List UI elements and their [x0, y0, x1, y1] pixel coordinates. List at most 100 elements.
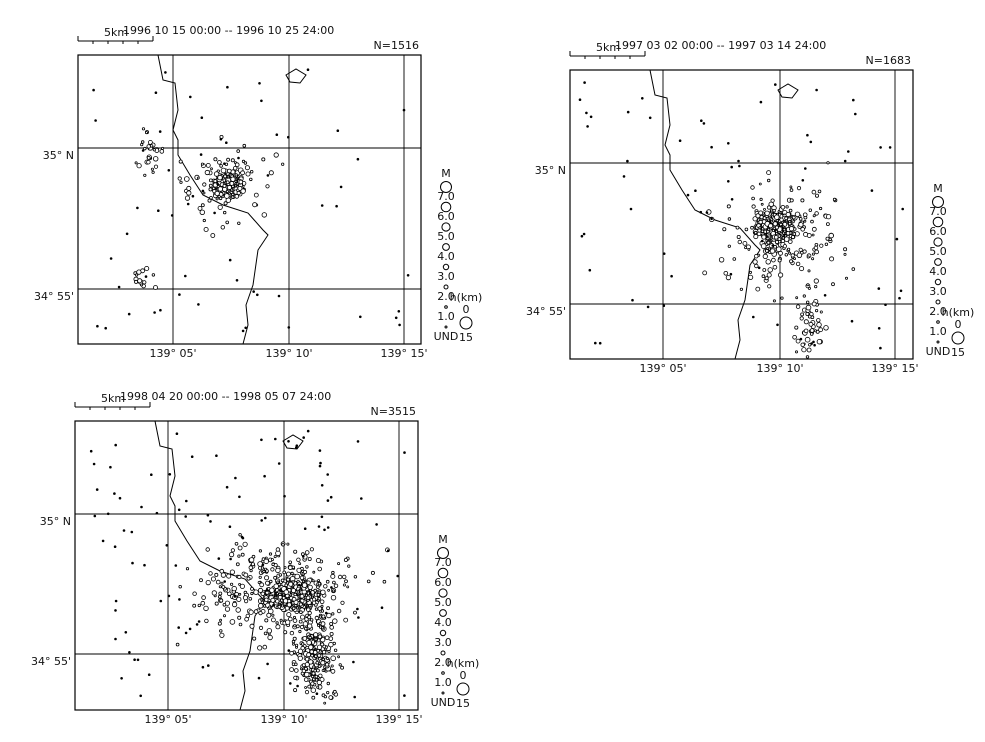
epicenter: [767, 218, 771, 222]
epicenter: [323, 695, 327, 699]
epicenter: [798, 217, 803, 221]
epicenter: [758, 219, 763, 225]
epicenter: [150, 473, 153, 476]
epicenter: [213, 157, 218, 162]
epicenter: [763, 207, 766, 211]
epicenter: [253, 589, 259, 595]
epicenter: [810, 315, 815, 320]
epicenter: [273, 152, 279, 158]
epicenter: [626, 110, 630, 114]
epicenter: [844, 276, 848, 280]
epicenter: [225, 189, 229, 193]
epicenter: [779, 217, 784, 222]
epicenter: [92, 462, 96, 466]
epicenter: [811, 233, 815, 237]
epicenter: [201, 595, 206, 600]
depth-title: h(km): [942, 306, 975, 319]
epicenter: [805, 355, 810, 359]
period-title: 1998 04 20 00:00 -- 1998 05 07 24:00: [120, 390, 331, 403]
epicenter: [153, 285, 158, 290]
epicenter: [304, 661, 310, 667]
epicenter: [800, 198, 805, 203]
epicenter: [217, 174, 223, 181]
epicenter: [766, 240, 771, 245]
epicenter: [159, 599, 163, 603]
epicenter: [281, 162, 285, 166]
epicenter: [297, 655, 303, 661]
epicenter: [274, 437, 277, 441]
epicenter: [205, 163, 211, 168]
epicenter: [678, 139, 682, 142]
epicenter: [753, 234, 759, 240]
epicenter: [159, 308, 162, 312]
epicenter: [758, 210, 764, 216]
epicenter: [800, 342, 805, 347]
epicenter: [294, 668, 299, 673]
epicenter: [735, 225, 740, 230]
epicenter: [294, 662, 298, 666]
epicenter: [854, 112, 857, 116]
epicenter: [898, 296, 901, 300]
epicenter: [305, 565, 309, 569]
epicenter: [795, 261, 801, 267]
epicenter: [286, 602, 292, 608]
epicenter: [238, 533, 242, 537]
epicenter: [309, 547, 314, 552]
magnitude-label: UND: [431, 696, 456, 709]
epicenter: [164, 71, 167, 74]
epicenter: [626, 159, 629, 163]
epicenter: [801, 179, 805, 182]
epicenter: [130, 530, 134, 534]
epicenter: [231, 184, 235, 189]
epicenter: [768, 223, 774, 229]
epicenter: [326, 681, 330, 686]
epicenter: [782, 244, 787, 249]
epicenter: [287, 326, 291, 329]
epicenter: [291, 639, 296, 644]
epicenter: [315, 668, 320, 673]
epicenter: [769, 248, 776, 254]
epicenter: [242, 541, 248, 547]
epicenter: [329, 621, 334, 626]
epicenter: [722, 227, 727, 232]
epicenter: [236, 190, 241, 196]
epicenter: [289, 682, 292, 685]
epicenter: [326, 657, 330, 661]
epicenter: [815, 88, 818, 92]
epicenter: [764, 248, 769, 253]
epicenter: [794, 325, 799, 330]
epicenter: [292, 642, 295, 646]
epicenter: [227, 168, 232, 174]
magnitude-symbol: [443, 284, 449, 290]
epicenter: [178, 159, 183, 164]
epicenter: [811, 226, 817, 232]
epicenter: [257, 676, 261, 680]
epicenter: [207, 198, 212, 203]
epicenter: [739, 287, 743, 291]
epicenter: [794, 350, 798, 354]
epicenter: [818, 327, 824, 333]
epicenter: [899, 289, 903, 293]
epicenter: [320, 484, 324, 487]
epicenter: [211, 590, 217, 596]
magnitude-symbol: [442, 243, 450, 251]
epicenter: [843, 159, 847, 163]
epicenter: [327, 588, 331, 592]
epicenter: [167, 169, 171, 172]
epicenter: [175, 432, 179, 435]
epicenter: [879, 346, 882, 350]
epicenter: [165, 544, 169, 547]
epicenter: [825, 222, 830, 227]
epicenter: [237, 574, 242, 580]
epicenter: [127, 312, 131, 316]
epicenter: [307, 556, 312, 561]
epicenter: [248, 557, 255, 563]
epicenter: [760, 202, 764, 206]
epicenter: [178, 584, 182, 589]
epicenter: [314, 607, 319, 611]
epicenter: [727, 142, 730, 145]
epicenter: [748, 270, 752, 274]
epicenter: [828, 232, 834, 239]
epicenter: [585, 111, 588, 115]
epicenter: [336, 129, 340, 132]
